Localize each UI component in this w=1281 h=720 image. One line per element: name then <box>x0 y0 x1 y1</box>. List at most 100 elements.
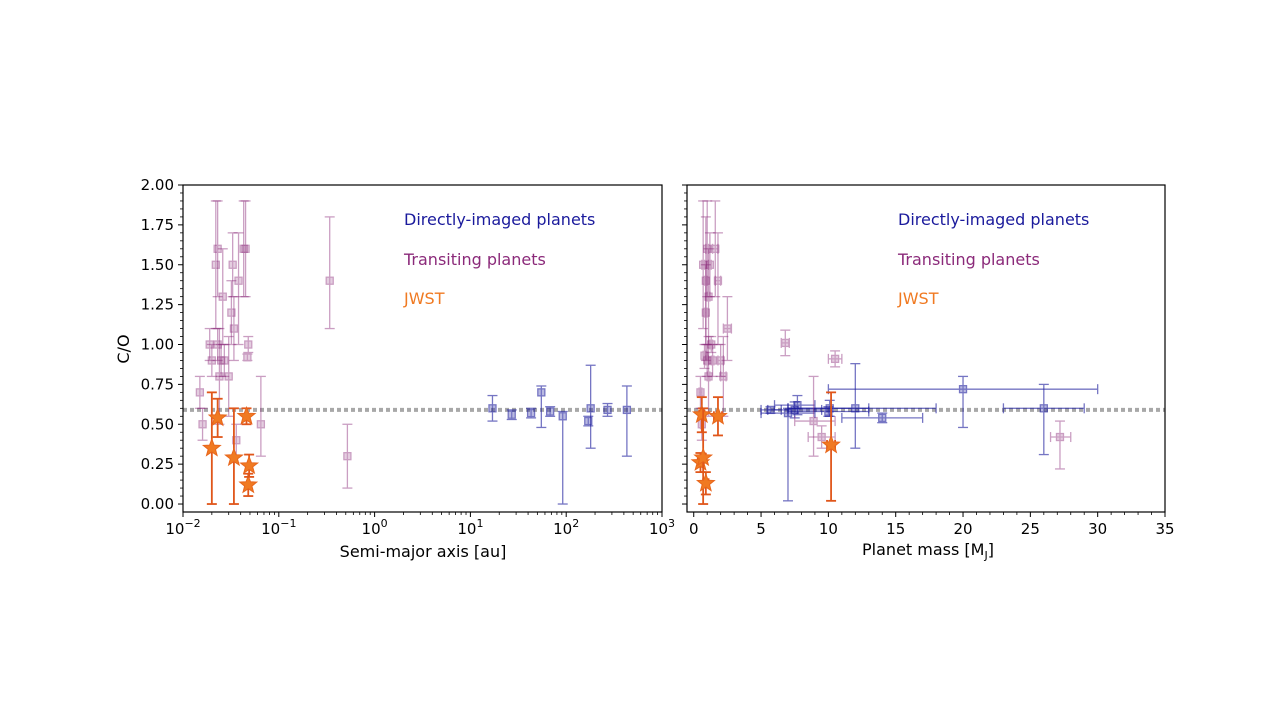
left-transit-marker <box>211 260 220 269</box>
left-transit-point <box>219 343 230 378</box>
right-transit-marker <box>1055 432 1065 442</box>
right-transit-point <box>715 343 726 378</box>
left-direct-marker <box>603 405 612 415</box>
right-transit-point <box>703 335 714 417</box>
right-transit-point <box>699 343 710 370</box>
left-transit-point <box>233 232 244 346</box>
left-jwst-point <box>236 405 257 426</box>
y-axis-label: C/O <box>114 334 133 363</box>
right-direct-point <box>760 407 816 502</box>
right-x-axis-label-sub: J <box>983 549 987 562</box>
right-transit-marker <box>723 324 732 333</box>
right-transit-marker <box>703 356 712 365</box>
left-legend: Directly-imaged planets Transiting plane… <box>403 210 595 308</box>
left-transit-marker <box>205 340 214 349</box>
right-direct-point <box>1002 383 1085 456</box>
right-transit-marker <box>713 276 723 285</box>
left-direct-marker <box>586 404 595 413</box>
left-transit-point <box>204 327 215 362</box>
right-legend-jwst: JWST <box>897 289 939 308</box>
left-jwst-point <box>224 407 244 505</box>
y-tick-label: 1.25 <box>141 296 174 314</box>
left-transit-point <box>223 335 234 417</box>
right-transit-marker <box>817 432 826 442</box>
right-jwst-star-marker <box>708 405 728 425</box>
right-transit-point <box>707 343 718 378</box>
right-plot-frame <box>686 184 1166 513</box>
right-direct-marker <box>878 413 887 423</box>
right-transit-point <box>695 375 706 409</box>
y-tick-label: 0.75 <box>141 375 174 393</box>
left-direct-marker <box>526 408 536 418</box>
left-transit-marker <box>241 244 250 253</box>
left-transit-point <box>227 232 238 298</box>
right-transit-point <box>722 296 733 362</box>
left-transit-marker <box>198 420 207 429</box>
right-transit-point <box>702 200 713 298</box>
right-jwst-point <box>821 391 841 502</box>
right-transit-point <box>703 248 714 346</box>
right-transit-point <box>700 264 711 362</box>
right-transit-marker <box>704 292 713 301</box>
left-transit-marker <box>220 356 229 365</box>
right-transit-marker <box>708 356 717 365</box>
right-jwst-star-marker <box>821 434 841 454</box>
left-transit-point <box>216 343 227 378</box>
right-data-marks <box>690 200 1099 505</box>
right-transit-marker <box>703 244 712 253</box>
y-tick-label: 0.00 <box>141 495 174 513</box>
left-direct-point <box>506 409 517 421</box>
left-direct-marker <box>622 405 632 415</box>
right-transit-point <box>718 335 729 417</box>
right-transit-marker <box>711 244 720 253</box>
right-legend-direct: Directly-imaged planets <box>898 210 1089 229</box>
right-transit-point <box>712 232 723 346</box>
right-x-axis-label-main: Planet mass [M <box>862 540 984 559</box>
right-x-ticks: 0 5 10 15 20 25 30 35 <box>689 512 1175 538</box>
left-transit-marker <box>215 372 224 381</box>
left-transit-point <box>212 200 223 298</box>
left-direct-marker <box>507 410 516 419</box>
left-x-axis-label: Semi-major axis [au] <box>340 542 507 561</box>
left-transit-marker <box>244 340 253 349</box>
right-jwst-star-marker <box>693 447 714 467</box>
left-transit-marker <box>227 308 236 317</box>
left-jwst-point <box>207 397 228 438</box>
left-transit-marker <box>216 356 226 365</box>
left-transit-marker <box>229 324 239 333</box>
left-legend-transit: Transiting planets <box>403 250 546 269</box>
left-transit-marker <box>232 436 241 445</box>
right-transit-marker <box>809 416 818 426</box>
right-x-tick-label: 35 <box>1155 520 1174 538</box>
left-jwst-point <box>239 453 260 478</box>
left-transit-marker <box>213 340 222 349</box>
right-transit-marker <box>700 351 709 360</box>
right-transit-marker <box>705 260 715 269</box>
left-direct-point <box>621 385 632 457</box>
right-x-axis-label-end: ] <box>988 540 994 559</box>
right-transit-point <box>700 216 711 346</box>
right-x-tick-label: 10 <box>819 520 838 538</box>
left-y-ticks: 0.00 0.25 0.50 0.75 1.00 1.25 1.50 1.75 2.00 <box>141 176 183 513</box>
left-transit-point <box>242 353 253 362</box>
left-x-tick-label: 100 <box>362 517 388 538</box>
left-transit-marker <box>239 244 248 253</box>
left-transit-marker <box>325 276 334 285</box>
left-jwst-star-marker <box>201 437 222 457</box>
right-transit-point <box>827 350 843 368</box>
left-transit-point <box>197 407 208 441</box>
left-transit-marker <box>213 244 222 253</box>
left-direct-point <box>536 385 547 429</box>
right-jwst-point <box>695 471 716 496</box>
right-transit-point <box>702 343 713 378</box>
left-transit-point <box>226 280 237 346</box>
right-direct-marker <box>958 385 968 394</box>
y-tick-label: 1.00 <box>141 336 174 354</box>
left-transit-point <box>255 375 266 457</box>
right-legend: Directly-imaged planets Transiting plane… <box>897 210 1089 308</box>
left-x-ticks: 10−2 10−1 100 101 102 103 <box>165 512 675 538</box>
left-transit-marker <box>207 356 216 365</box>
right-transit-marker <box>696 388 705 397</box>
right-direct-point <box>787 363 937 449</box>
